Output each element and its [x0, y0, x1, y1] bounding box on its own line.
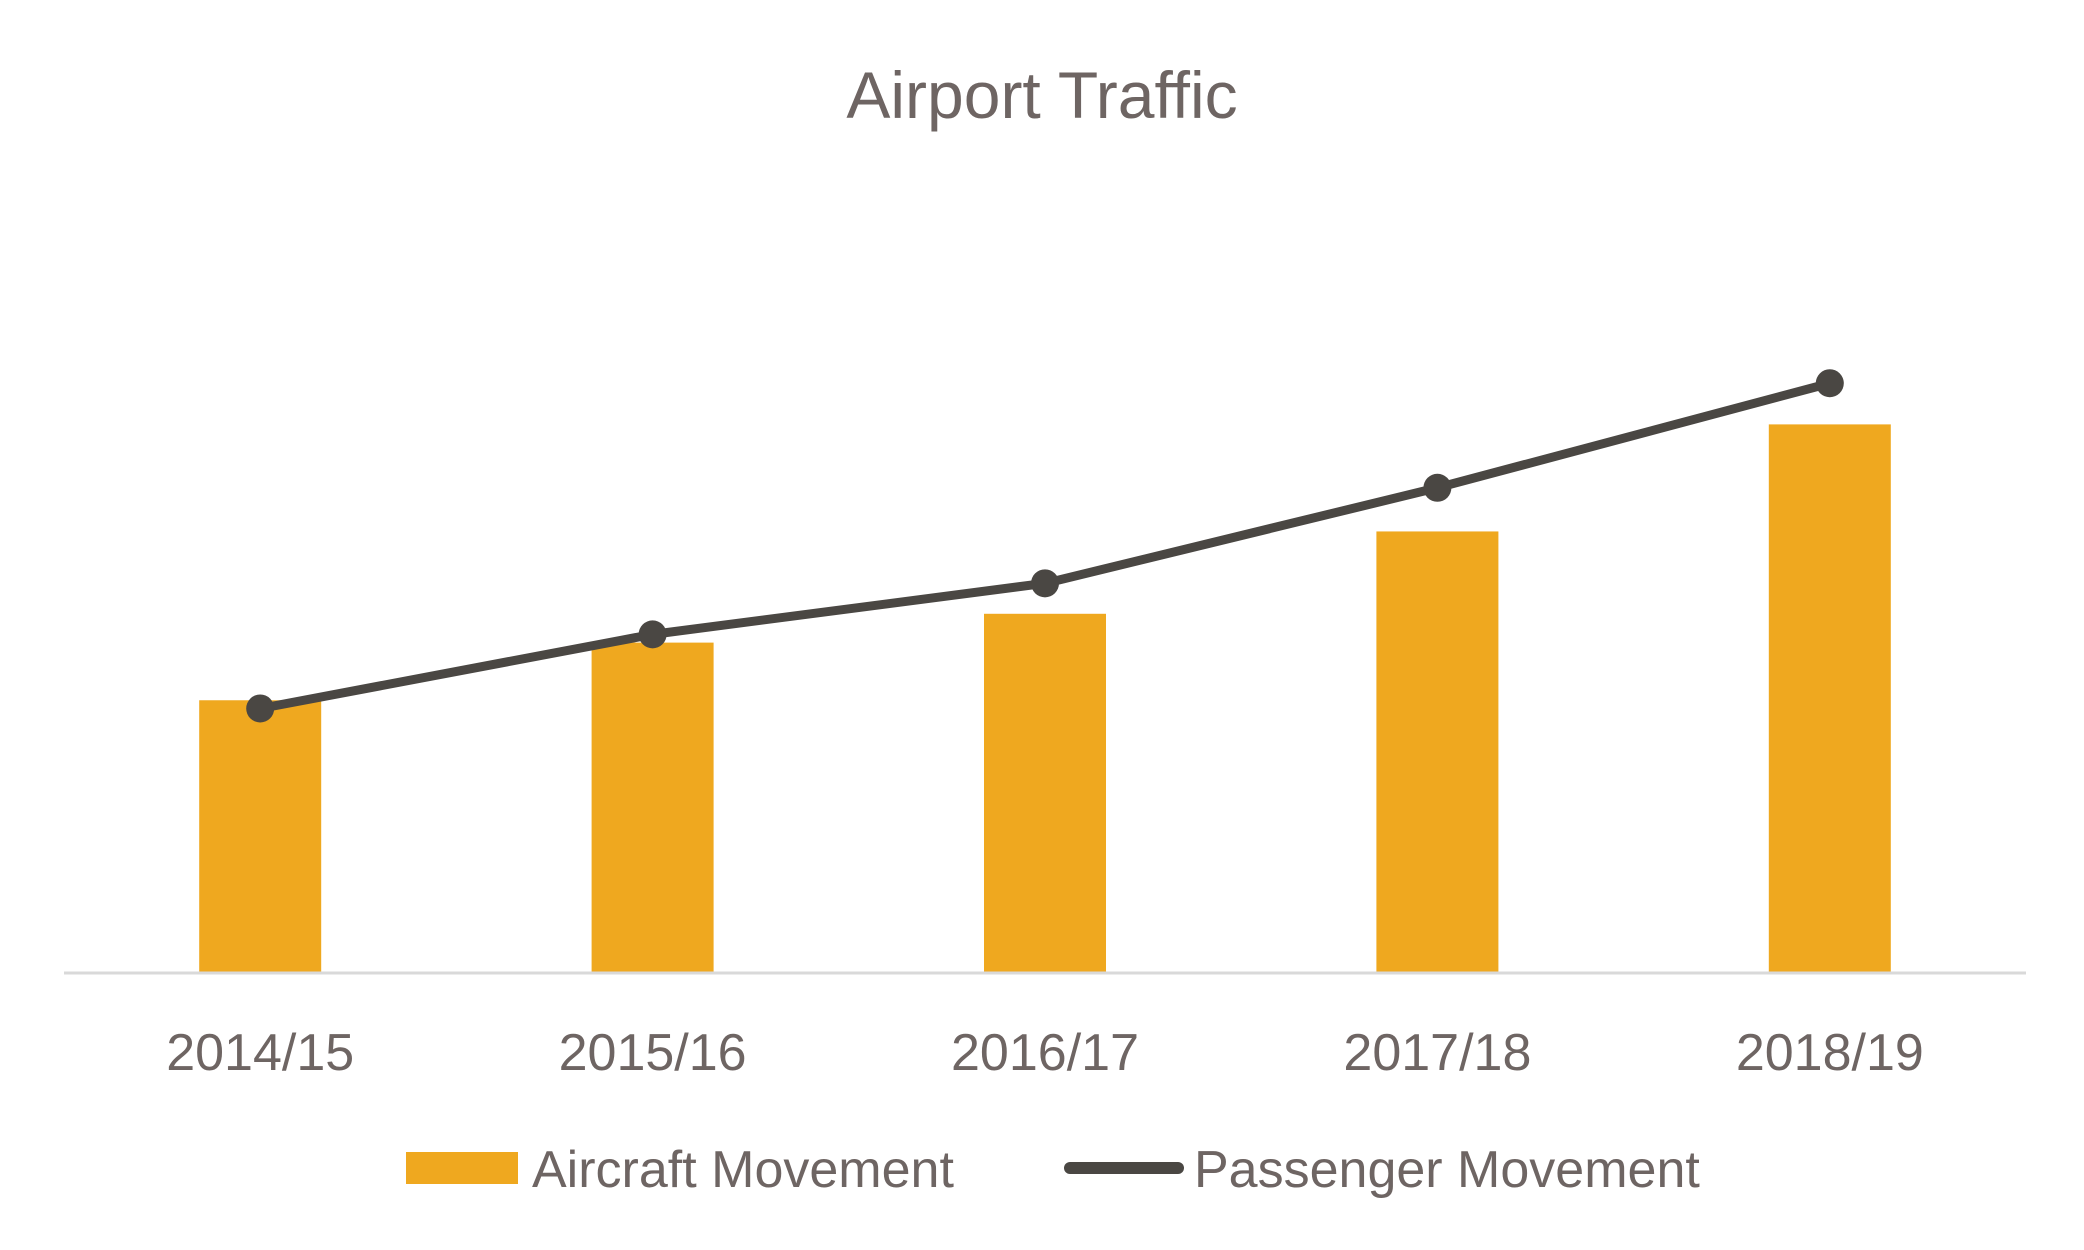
legend: Aircraft Movement Passenger Movement — [406, 1141, 1700, 1199]
x-tick-label: 2014/15 — [166, 1024, 354, 1082]
legend-label-aircraft-movement: Aircraft Movement — [532, 1141, 954, 1199]
legend-label-passenger-movement: Passenger Movement — [1194, 1141, 1700, 1199]
bar-aircraft-movement-2018-19 — [1768, 424, 1891, 973]
x-tick-label: 2018/19 — [1736, 1024, 1924, 1082]
bars-layer — [199, 424, 1891, 973]
point-passenger-movement-2014-15 — [246, 694, 275, 723]
point-passenger-movement-2018-19 — [1815, 369, 1844, 398]
x-tick-label: 2017/18 — [1343, 1024, 1531, 1082]
line-layer — [246, 369, 1844, 723]
legend-swatch-aircraft-movement — [406, 1152, 518, 1184]
x-tick-label: 2016/17 — [951, 1024, 1139, 1082]
x-tick-label: 2015/16 — [559, 1024, 747, 1082]
point-passenger-movement-2017-18 — [1423, 473, 1452, 502]
bar-aircraft-movement-2017-18 — [1376, 531, 1499, 972]
bar-aircraft-movement-2016-17 — [984, 613, 1106, 972]
point-passenger-movement-2016-17 — [1031, 569, 1059, 598]
bar-aircraft-movement-2014-15 — [199, 700, 322, 972]
bar-aircraft-movement-2015-16 — [591, 642, 714, 972]
point-passenger-movement-2015-16 — [638, 620, 667, 649]
x-tick-labels: 2014/15 2015/16 2016/17 2017/18 2018/19 — [166, 1024, 1924, 1082]
chart-title: Airport Traffic — [846, 58, 1237, 132]
